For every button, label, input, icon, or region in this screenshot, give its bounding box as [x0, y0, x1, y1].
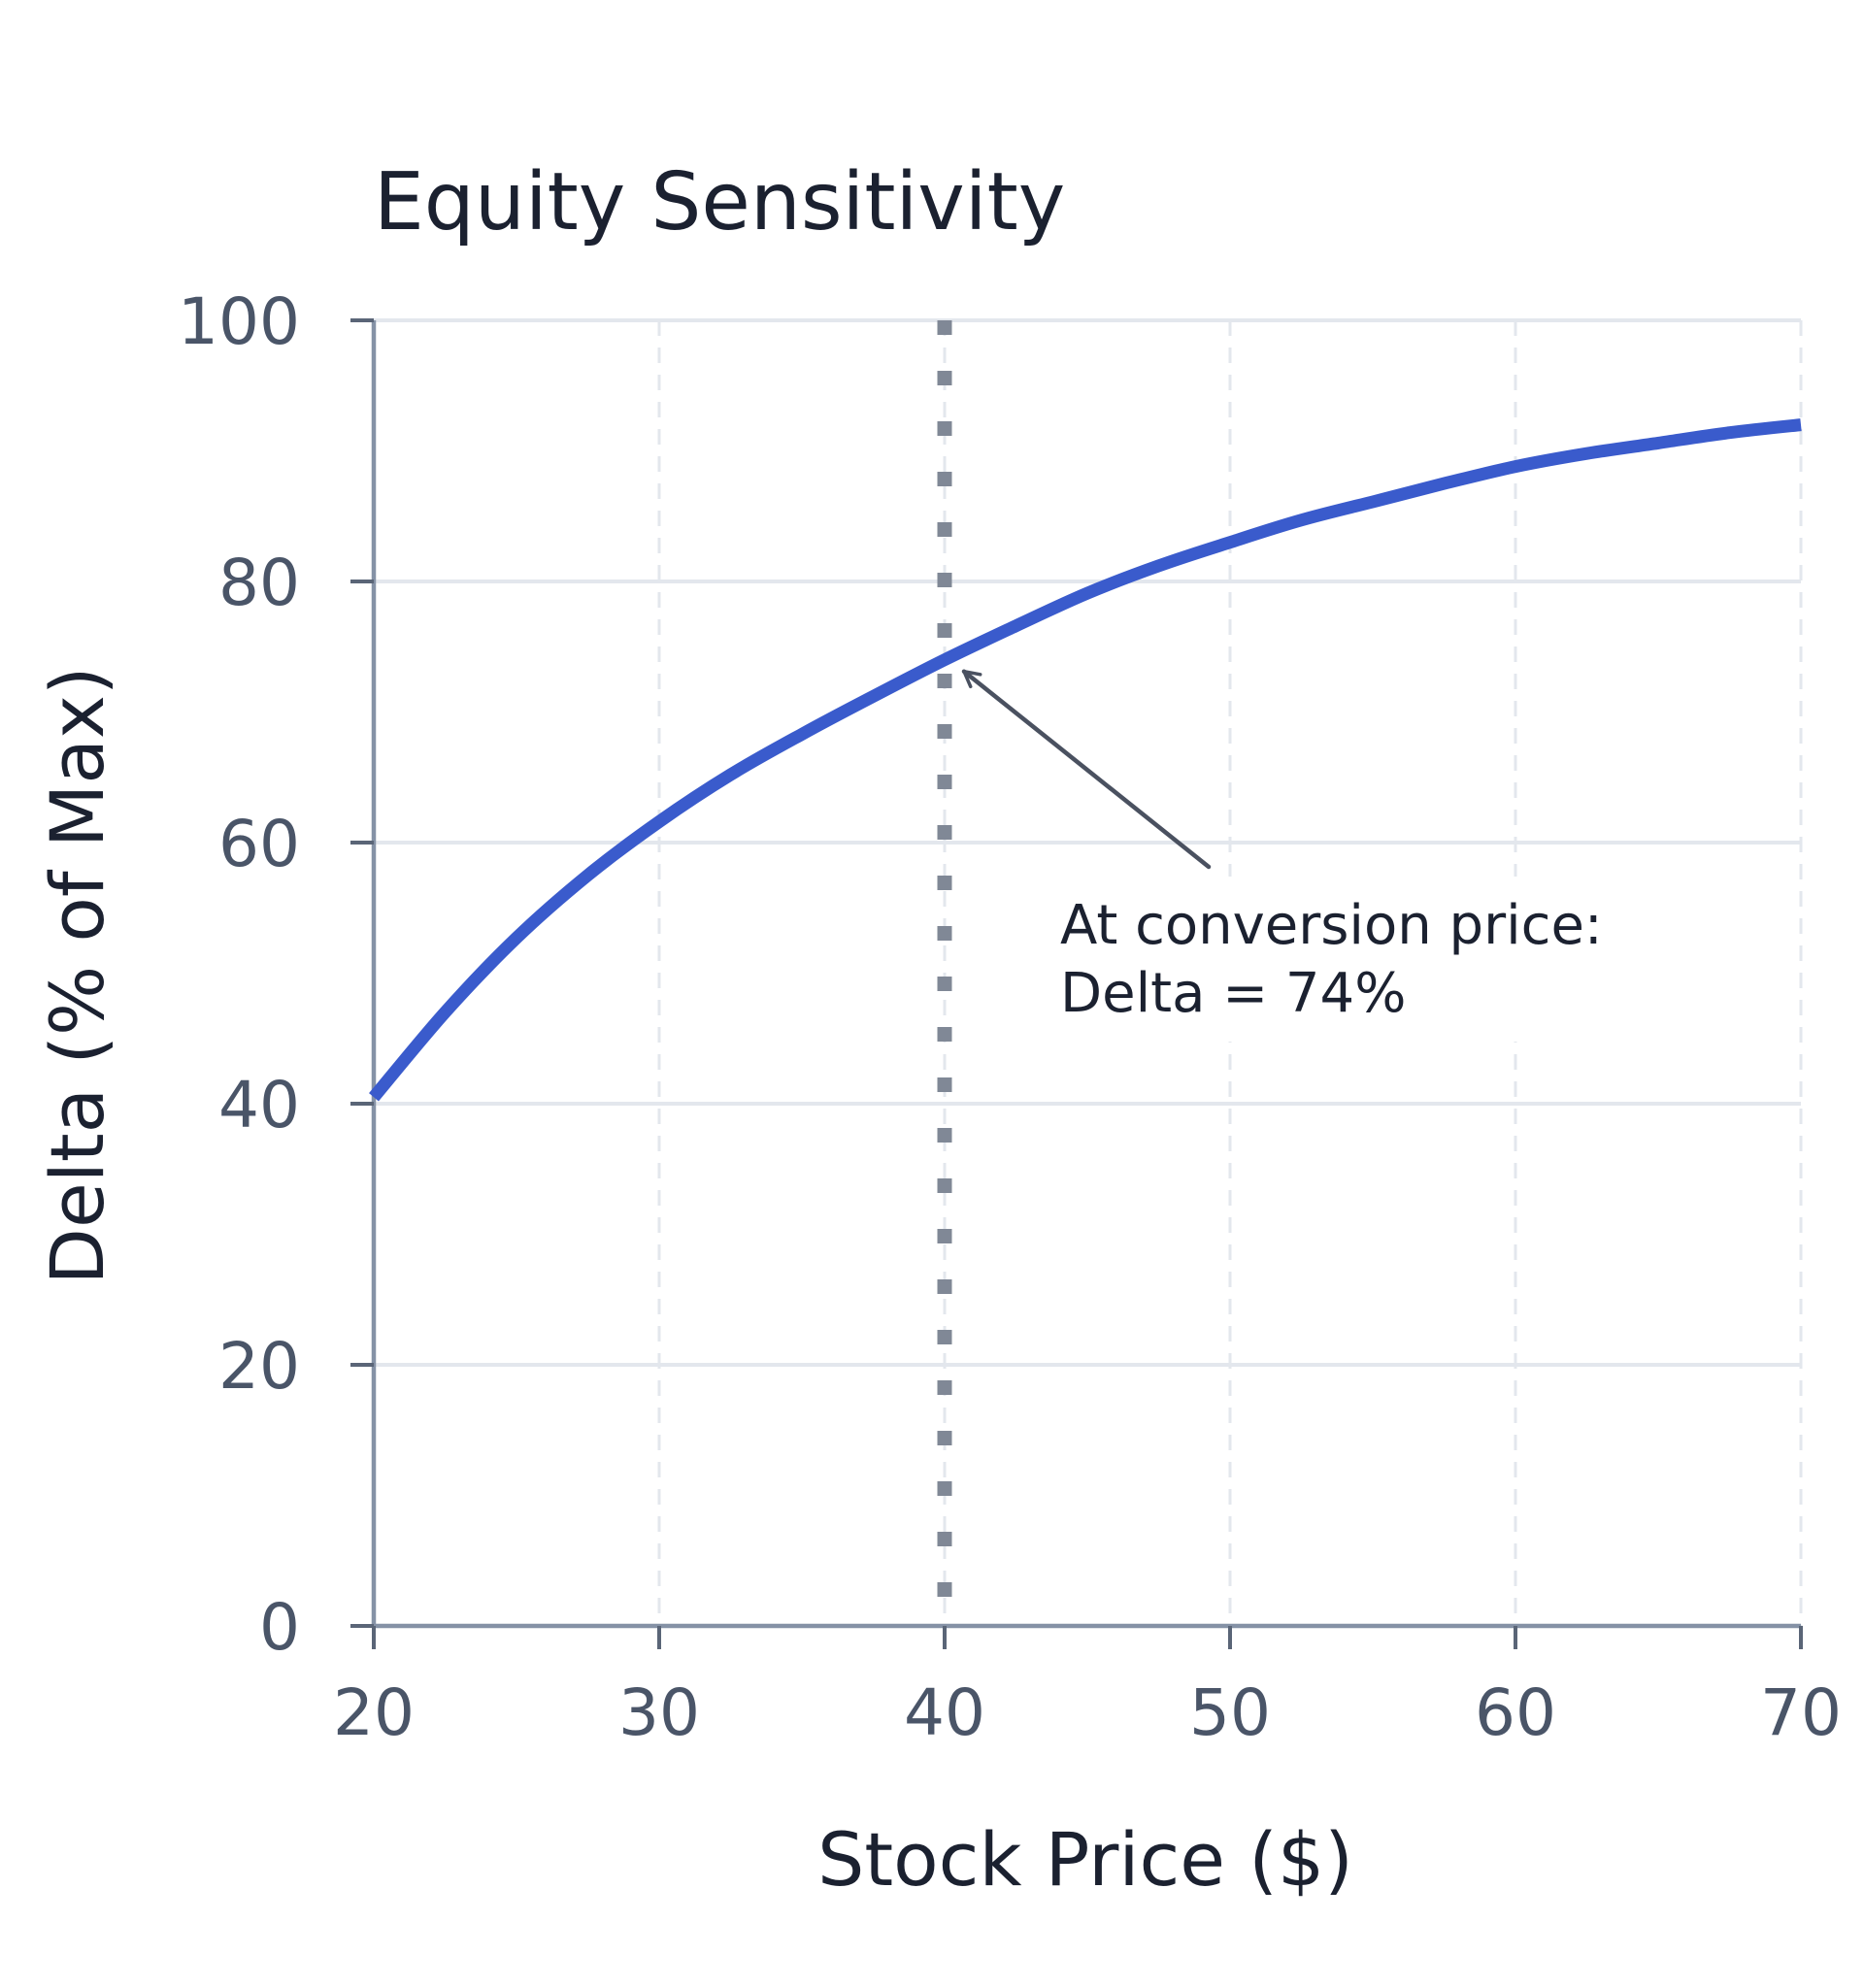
y-tick-label: 20: [218, 1329, 300, 1404]
x-tick-label: 30: [618, 1675, 700, 1750]
y-tick-label: 40: [218, 1068, 300, 1143]
x-tick-label: 70: [1760, 1675, 1842, 1750]
x-axis-label: Stock Price ($): [817, 1816, 1353, 1903]
x-tick-label: 60: [1475, 1675, 1556, 1750]
y-tick-label: 0: [259, 1590, 300, 1665]
y-tick-label: 80: [218, 546, 300, 620]
annotation-line-1: At conversion price:: [1060, 894, 1603, 957]
delta-curve-0: [369, 418, 1802, 1102]
annotation-line-2: Delta = 74%: [1060, 962, 1406, 1025]
tick-labels: 0 20 40 60 80 100 20 30 40 50 60 70: [178, 284, 1842, 1750]
chart-title: Equity Sensitivity: [374, 156, 1065, 248]
annotation-background: [1047, 877, 1648, 1042]
annotation: At conversion price: Delta = 74%: [961, 669, 1648, 1042]
axes: [350, 318, 1803, 1649]
y-axis-label: Delta (% of Max): [34, 666, 120, 1284]
annotation-arrow: [961, 669, 1212, 870]
y-tick-label: 60: [218, 807, 300, 881]
x-tick-label: 50: [1189, 1675, 1271, 1750]
x-tick-label: 40: [904, 1675, 985, 1750]
x-tick-label: 20: [333, 1675, 415, 1750]
series-layer: [369, 418, 1802, 1102]
y-tick-label: 100: [178, 284, 300, 359]
